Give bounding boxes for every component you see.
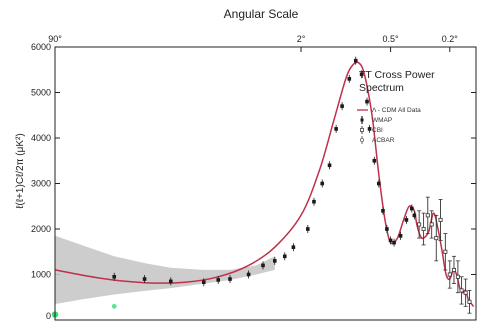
wmap-point xyxy=(388,238,393,243)
legend-acbar-label: ACBAR xyxy=(372,137,395,144)
legend-model-label: Λ - CDM All Data xyxy=(372,107,421,114)
wmap-point xyxy=(398,234,403,238)
legend-acbar-marker xyxy=(359,137,364,142)
wmap-point xyxy=(112,274,117,279)
top-axis-title: Angular Scale xyxy=(224,7,299,21)
highl-point xyxy=(438,217,443,222)
wmap-point xyxy=(312,199,316,204)
wmap-point xyxy=(365,99,369,104)
wmap-point xyxy=(367,127,372,131)
legend-cbi-label: CBI xyxy=(372,127,383,134)
wmap-point xyxy=(306,227,310,231)
wmap-point xyxy=(385,227,389,231)
cosmic-variance-band-area xyxy=(55,235,275,305)
wmap-point xyxy=(216,278,221,282)
highl-point xyxy=(447,272,452,277)
y-tick-label: 1000 xyxy=(31,270,51,280)
highl-point xyxy=(417,222,422,227)
highl-point xyxy=(434,236,439,241)
top-tick-label: 0.2° xyxy=(442,34,459,44)
wmap-point xyxy=(201,280,206,285)
wmap-point xyxy=(261,263,265,268)
wmap-point xyxy=(377,181,381,186)
top-tick-label: 2° xyxy=(297,34,306,44)
plot-frame xyxy=(54,46,477,321)
y-tick-label: 4000 xyxy=(31,133,51,143)
cosmic-variance-band xyxy=(55,235,275,305)
y-axis-label: ℓ(ℓ+1)Cℓ/2π (μK²) xyxy=(15,133,26,208)
wmap-point xyxy=(320,181,325,186)
y-tick-label: 0 xyxy=(46,311,51,321)
highl-point xyxy=(463,290,468,295)
highl-point xyxy=(467,299,472,304)
wmap-point xyxy=(246,272,251,277)
highl-point xyxy=(429,222,434,227)
legend-wmap-marker xyxy=(360,118,364,122)
highl-point xyxy=(421,226,426,231)
data-points xyxy=(51,56,472,318)
highl-point xyxy=(459,288,464,293)
wmap-point xyxy=(353,58,358,63)
annotation-line-1: TT Cross Power xyxy=(359,69,435,81)
annotation-line-2: Spectrum xyxy=(359,82,404,94)
wmap-point xyxy=(228,277,232,281)
wmap-point xyxy=(142,277,147,281)
highl-point xyxy=(425,213,430,218)
wmap-point xyxy=(272,259,277,263)
wmap-point xyxy=(392,240,396,245)
wmap-point xyxy=(347,77,352,81)
wmap-point xyxy=(340,104,344,108)
wmap-point xyxy=(410,206,414,211)
wmap-point xyxy=(404,218,409,222)
highl-point xyxy=(451,267,456,272)
legend-cbi-marker xyxy=(360,128,364,132)
legend-wmap-label: WMAP xyxy=(372,117,392,124)
y-tick-label: 5000 xyxy=(31,88,51,98)
top-tick-label: 90° xyxy=(48,34,62,44)
highl-point xyxy=(443,249,448,254)
top-tick-label: 0.5° xyxy=(383,34,400,44)
y-tick-label: 6000 xyxy=(31,42,51,52)
top-axis-ticks: 90° 2° 0.5° 0.2° xyxy=(48,34,458,52)
wmap-point xyxy=(282,254,287,259)
wmap-point xyxy=(334,127,338,131)
wmap-point xyxy=(168,279,173,284)
wmap-point xyxy=(372,158,377,163)
y-tick-label: 3000 xyxy=(31,179,51,189)
wmap-point xyxy=(291,245,296,249)
wmap-point xyxy=(359,72,364,77)
lowl-point-2 xyxy=(111,303,117,309)
y-tick-label: 2000 xyxy=(31,224,51,234)
wmap-point xyxy=(327,163,332,168)
legend: Λ - CDM All Data WMAP CBI ACBAR xyxy=(357,107,421,144)
wmap-point xyxy=(381,209,385,213)
highl-point xyxy=(455,274,460,279)
wmap-point xyxy=(412,213,417,218)
